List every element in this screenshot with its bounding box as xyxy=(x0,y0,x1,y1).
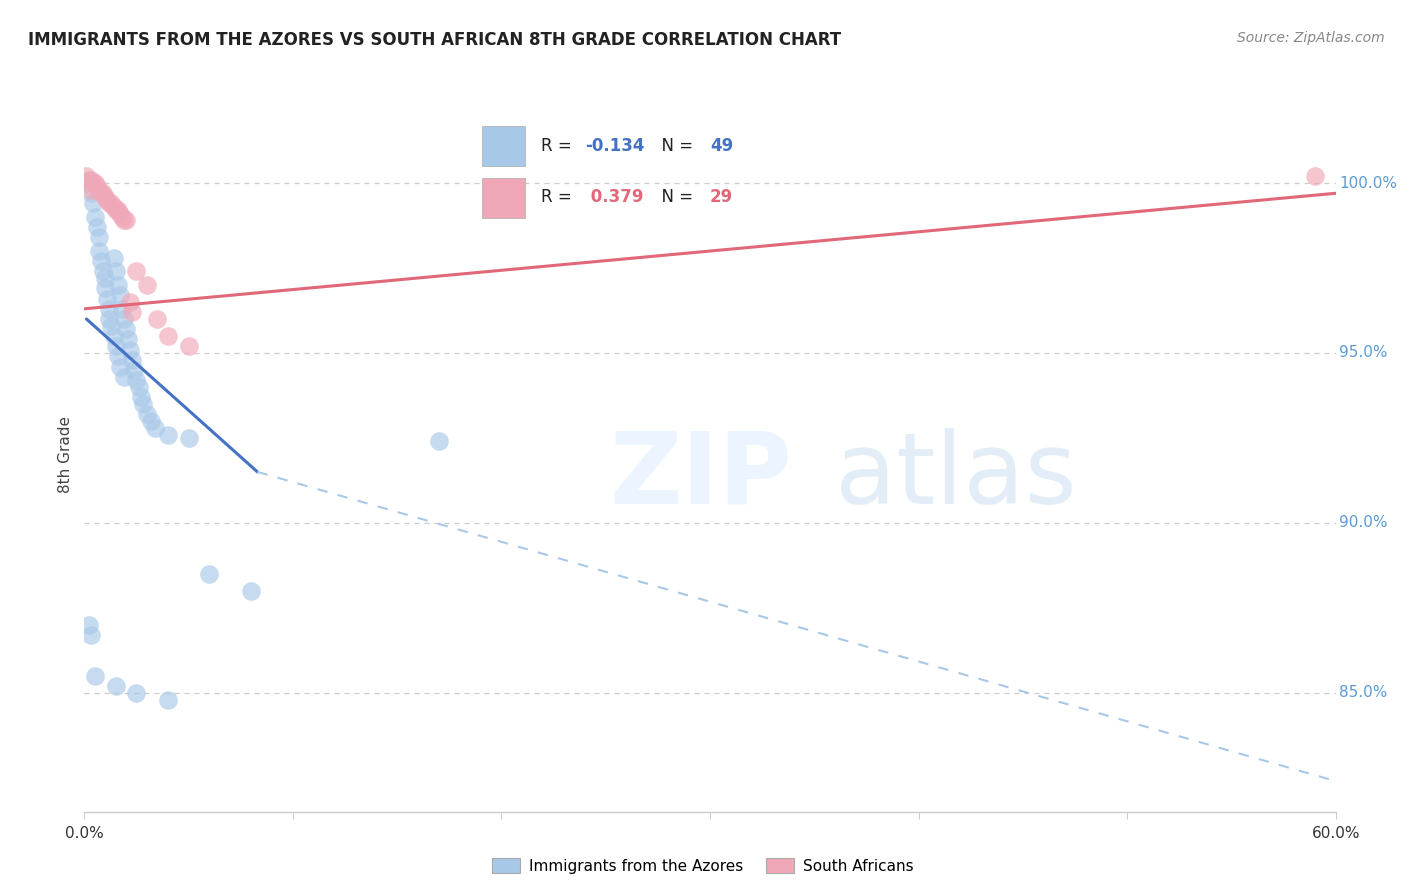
Bar xyxy=(482,178,526,218)
Point xyxy=(83,176,105,190)
Point xyxy=(120,295,142,310)
Point xyxy=(86,220,108,235)
Text: N =: N = xyxy=(651,187,697,206)
Text: N =: N = xyxy=(651,136,697,155)
Point xyxy=(177,431,200,445)
Point xyxy=(107,350,129,364)
Point xyxy=(87,230,110,244)
Point xyxy=(132,397,155,411)
Point xyxy=(103,200,125,214)
Point xyxy=(125,373,148,387)
Point xyxy=(107,203,129,218)
Point xyxy=(77,172,100,186)
Point xyxy=(100,318,122,333)
Point xyxy=(136,407,159,421)
Point xyxy=(82,176,104,190)
Point xyxy=(96,292,118,306)
Point xyxy=(94,271,117,285)
Point xyxy=(79,628,101,642)
Point xyxy=(112,213,135,227)
Point xyxy=(128,380,150,394)
Point xyxy=(79,172,101,186)
Point xyxy=(96,193,118,207)
Point xyxy=(124,363,146,377)
Point xyxy=(91,264,114,278)
Point xyxy=(100,196,122,211)
Point xyxy=(108,207,131,221)
Point xyxy=(117,332,139,346)
Point xyxy=(121,305,143,319)
Point xyxy=(156,427,179,442)
Point xyxy=(77,617,100,632)
Point xyxy=(427,434,450,449)
Point xyxy=(121,352,143,367)
Text: 0.379: 0.379 xyxy=(585,187,644,206)
Point xyxy=(90,254,112,268)
Point xyxy=(87,183,110,197)
Point xyxy=(104,679,127,693)
Point xyxy=(98,301,121,316)
Point xyxy=(90,186,112,201)
Text: IMMIGRANTS FROM THE AZORES VS SOUTH AFRICAN 8TH GRADE CORRELATION CHART: IMMIGRANTS FROM THE AZORES VS SOUTH AFRI… xyxy=(28,31,841,49)
Legend: Immigrants from the Azores, South Africans: Immigrants from the Azores, South Africa… xyxy=(486,852,920,880)
Point xyxy=(198,566,221,581)
Point xyxy=(125,264,148,278)
Point xyxy=(104,203,127,218)
Point xyxy=(111,301,134,316)
Bar xyxy=(482,126,526,166)
Text: 49: 49 xyxy=(710,136,734,155)
Point xyxy=(79,186,101,201)
Point xyxy=(98,312,121,326)
Point xyxy=(83,210,105,224)
Point xyxy=(103,251,125,265)
Point xyxy=(94,189,117,203)
Point xyxy=(143,421,166,435)
Text: atlas: atlas xyxy=(835,428,1077,524)
Point xyxy=(136,278,159,293)
Point xyxy=(115,213,138,227)
Point xyxy=(108,359,131,374)
Point xyxy=(112,312,135,326)
Text: 100.0%: 100.0% xyxy=(1340,176,1398,191)
Point xyxy=(104,264,127,278)
Point xyxy=(240,583,263,598)
Point xyxy=(112,369,135,384)
Text: Source: ZipAtlas.com: Source: ZipAtlas.com xyxy=(1237,31,1385,45)
Text: ZIP: ZIP xyxy=(610,428,793,524)
Point xyxy=(104,339,127,353)
Point xyxy=(75,176,97,190)
Point xyxy=(103,329,125,343)
Point xyxy=(177,339,200,353)
Text: R =: R = xyxy=(541,136,576,155)
Text: -0.134: -0.134 xyxy=(585,136,644,155)
Point xyxy=(115,322,138,336)
Point xyxy=(79,183,101,197)
Point xyxy=(156,329,179,343)
Point xyxy=(83,669,105,683)
Text: 90.0%: 90.0% xyxy=(1340,516,1388,531)
Text: R =: R = xyxy=(541,187,576,206)
Point xyxy=(86,179,108,194)
Point xyxy=(111,210,134,224)
Point xyxy=(82,196,104,211)
Point xyxy=(107,278,129,293)
Point xyxy=(1303,169,1326,184)
Point xyxy=(87,244,110,258)
Point xyxy=(108,288,131,302)
Point xyxy=(146,312,169,326)
Point xyxy=(129,390,152,404)
Point xyxy=(94,281,117,295)
Point xyxy=(120,343,142,357)
Point xyxy=(91,186,114,201)
Text: 85.0%: 85.0% xyxy=(1340,685,1388,700)
Text: 29: 29 xyxy=(710,187,734,206)
Point xyxy=(156,692,179,706)
Point xyxy=(139,414,162,428)
Text: 95.0%: 95.0% xyxy=(1340,345,1388,360)
Y-axis label: 8th Grade: 8th Grade xyxy=(58,417,73,493)
Point xyxy=(98,196,121,211)
Point xyxy=(125,686,148,700)
Point xyxy=(75,169,97,184)
